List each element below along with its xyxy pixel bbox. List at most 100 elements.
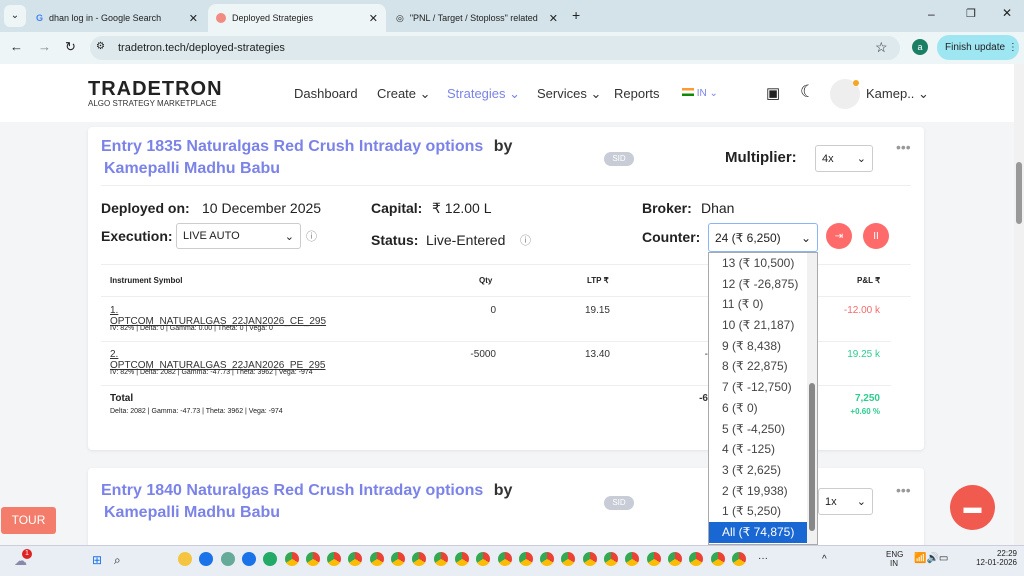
chrome-icon[interactable] [476, 552, 491, 566]
chrome-icon[interactable] [710, 552, 725, 566]
more-apps-icon[interactable]: ··· [758, 553, 768, 564]
nav-reports[interactable]: Reports [614, 86, 660, 101]
counter-option[interactable]: 7 (₹ -12,750) [722, 380, 792, 395]
counter-option[interactable]: 6 (₹ 0) [722, 400, 758, 415]
language-indicator[interactable]: ENG IN [886, 550, 904, 568]
chrome-icon[interactable] [582, 552, 597, 566]
counter-option[interactable]: 8 (₹ 22,875) [722, 359, 788, 374]
dropdown-scrollbar[interactable] [807, 253, 817, 544]
tour-button[interactable]: TOUR [1, 507, 56, 534]
page-scrollbar[interactable] [1014, 64, 1024, 545]
nav-services[interactable]: Services ⌄ [537, 86, 602, 101]
multiplier-select[interactable]: 4x ⌄ [815, 145, 873, 172]
chrome-icon[interactable] [625, 552, 640, 566]
close-icon[interactable]: ✕ [548, 12, 558, 25]
region-selector[interactable]: IN ⌄ [682, 88, 718, 99]
wallet-icon[interactable]: ▣ [766, 85, 781, 102]
show-hidden-icons[interactable]: ^ [822, 554, 827, 565]
minimize-icon[interactable]: – [928, 7, 935, 21]
execution-select[interactable]: LIVE AUTO ⌄ [176, 223, 301, 249]
chrome-icon[interactable] [731, 552, 746, 566]
chat-button[interactable]: ▬ [950, 485, 995, 530]
pause-button[interactable]: II [863, 223, 889, 249]
dark-mode-moon-icon[interactable]: ☾ [800, 82, 816, 101]
tab-pnl[interactable]: ◎ "PNL / Target / Stoploss" related k ✕ [396, 12, 558, 25]
counter-dropdown-list[interactable]: 13 (₹ 10,500) 12 (₹ -26,875) 11 (₹ 0) 10 (₹… [708, 252, 818, 545]
chrome-icon[interactable] [284, 552, 299, 566]
chrome-icon[interactable] [497, 552, 512, 566]
strategy-author[interactable]: Kamepalli Madhu Babu [104, 504, 281, 521]
restore-icon[interactable]: ❐ [966, 8, 976, 20]
app-icon[interactable] [241, 552, 256, 566]
counter-option[interactable]: 9 (₹ 8,438) [722, 338, 781, 353]
new-tab-icon[interactable]: + [572, 7, 581, 23]
counter-select[interactable]: 24 (₹ 6,250) ⌄ [708, 223, 818, 252]
tab-deployed-strategies[interactable]: Deployed Strategies ✕ [208, 4, 386, 32]
forward-icon[interactable]: → [38, 39, 51, 54]
chrome-icon[interactable] [348, 552, 363, 566]
instrument-symbol-link[interactable]: 2. OPTCOM_NATURALGAS_22JAN2026_PE_295 [110, 349, 326, 371]
strategy-title[interactable]: Entry 1835 Naturalgas Red Crush Intraday… [101, 138, 513, 155]
site-info-icon[interactable]: ⚙ [96, 41, 105, 52]
start-icon[interactable]: ⊞ [92, 553, 103, 567]
chrome-icon[interactable] [369, 552, 384, 566]
close-icon[interactable]: ✕ [368, 12, 378, 25]
counter-option[interactable]: 11 (₹ 0) [722, 297, 764, 312]
info-icon[interactable]: ⓘ [520, 235, 531, 247]
search-icon[interactable]: ⌕ [114, 553, 121, 567]
app-icon[interactable] [178, 552, 192, 566]
back-icon[interactable]: ← [10, 39, 23, 54]
chrome-icon[interactable] [561, 552, 576, 566]
network-volume-battery-icons[interactable]: 📶🔊▭ [914, 553, 949, 564]
counter-option[interactable]: 5 (₹ -4,250) [722, 421, 785, 436]
scrollbar-thumb[interactable] [1016, 162, 1022, 224]
counter-option[interactable]: 3 (₹ 2,625) [722, 462, 781, 477]
chrome-icon[interactable] [327, 552, 342, 566]
strategy-title[interactable]: Entry 1840 Naturalgas Red Crush Intraday… [101, 482, 513, 499]
clock[interactable]: 22:29 12-01-2026 [976, 549, 1017, 567]
chrome-icon[interactable] [667, 552, 682, 566]
chrome-icon[interactable] [412, 552, 427, 566]
chrome-icon[interactable] [454, 552, 469, 566]
app-icon[interactable] [199, 552, 214, 566]
chrome-icon[interactable] [518, 552, 533, 566]
chrome-icon[interactable] [646, 552, 661, 566]
url-input[interactable]: tradetron.tech/deployed-strategies [90, 36, 900, 60]
instrument-symbol-link[interactable]: 1. OPTCOM_NATURALGAS_22JAN2026_CE_295 [110, 305, 327, 327]
counter-option[interactable]: All (₹ 74,875) [709, 521, 817, 543]
counter-option[interactable]: 1 (₹ 5,250) [722, 504, 781, 519]
tab-search-button[interactable]: ⌄ [4, 5, 26, 27]
close-window-icon[interactable]: ✕ [1002, 6, 1013, 20]
chrome-icon[interactable] [391, 552, 405, 566]
app-icon[interactable] [220, 552, 235, 566]
chrome-icon[interactable] [689, 552, 704, 566]
counter-option[interactable]: 10 (₹ 21,187) [722, 318, 795, 333]
close-icon[interactable]: ✕ [188, 12, 198, 25]
counter-option[interactable]: 4 (₹ -125) [722, 442, 775, 457]
chrome-icon[interactable] [540, 552, 555, 566]
logo[interactable]: TRADETRON [88, 78, 223, 100]
profile-avatar[interactable]: a [912, 39, 928, 55]
finish-update-button[interactable]: Finish update ⋮ [937, 35, 1019, 60]
exit-button[interactable]: ⇥ [826, 223, 852, 249]
nav-dashboard[interactable]: Dashboard [294, 86, 358, 101]
nav-strategies[interactable]: Strategies ⌄ [447, 86, 521, 101]
more-options-icon[interactable]: ••• [896, 139, 911, 155]
chrome-icon[interactable] [604, 552, 618, 566]
nav-create[interactable]: Create ⌄ [377, 86, 431, 101]
counter-option[interactable]: 2 (₹ 19,938) [722, 483, 788, 498]
bookmark-star-icon[interactable]: ☆ [875, 39, 888, 55]
chrome-icon[interactable] [433, 552, 448, 566]
info-icon[interactable]: ⓘ [306, 231, 317, 243]
counter-option[interactable]: 13 (₹ 10,500) [722, 256, 795, 270]
counter-option[interactable]: 12 (₹ -26,875) [722, 276, 799, 291]
strategy-author[interactable]: Kamepalli Madhu Babu [104, 160, 281, 177]
more-options-icon[interactable]: ••• [896, 482, 911, 498]
multiplier-select[interactable]: 1x ⌄ [818, 488, 873, 515]
chrome-icon[interactable] [305, 552, 320, 566]
reload-icon[interactable]: ↻ [65, 39, 76, 54]
user-menu[interactable]: Kamep.. ⌄ [866, 86, 929, 101]
app-icon[interactable] [263, 552, 278, 566]
scrollbar-thumb[interactable] [809, 383, 815, 531]
